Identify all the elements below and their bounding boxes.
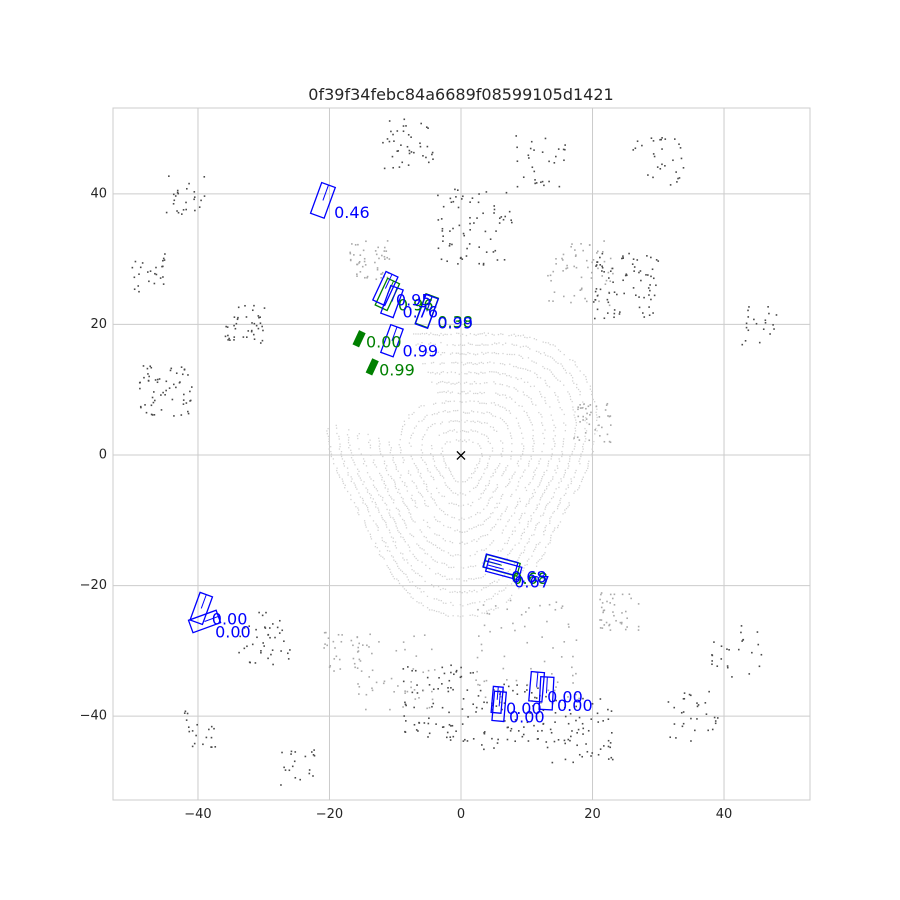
prediction-score-label: 0.00 [215, 622, 251, 641]
y-tick-label: 40 [90, 186, 107, 201]
prediction-score-label: 0.46 [334, 203, 370, 222]
lidar-point-cloud [131, 118, 778, 786]
prediction-score-label: 0.99 [437, 313, 473, 332]
ground-truth-box [365, 358, 379, 376]
ground-truth-score-label: 0.38 [437, 313, 473, 332]
x-tick-label: −20 [316, 807, 343, 822]
y-tick-label: −40 [80, 709, 107, 724]
ground-truth-score-label: 0.99 [379, 360, 415, 379]
prediction-box [528, 670, 546, 703]
score-labels: 0.960.380.000.990.680.460.950.760.990.99… [212, 203, 593, 726]
prediction-score-label: 0.95 [396, 291, 432, 310]
prediction-score-label: 0.00 [557, 696, 593, 715]
prediction-box [482, 553, 519, 577]
prediction-box [309, 181, 337, 220]
prediction-box [538, 675, 555, 711]
prediction-box [414, 293, 440, 330]
y-tick-label: 0 [99, 448, 107, 463]
prediction-box [484, 557, 523, 581]
plot-area: 0.960.380.000.990.680.460.950.760.990.99… [112, 107, 811, 801]
prediction-box [491, 690, 508, 723]
chart-title: 0f39f34febc84a6689f08599105d1421 [308, 85, 613, 104]
ego-vehicle-marker: × [454, 446, 467, 465]
prediction-score-label: 0.76 [402, 303, 438, 322]
ground-truth-box [352, 330, 366, 348]
x-tick-label: 0 [457, 807, 465, 822]
grid [113, 108, 810, 800]
prediction-box [371, 270, 399, 307]
x-tick-label: 20 [584, 807, 601, 822]
prediction-box [490, 685, 504, 714]
bounding-boxes [187, 181, 555, 723]
prediction-score-label: 0.00 [547, 688, 583, 707]
ground-truth-score-label: 0.00 [366, 332, 402, 351]
ground-truth-score-label: 0.68 [512, 569, 548, 588]
prediction-box [187, 609, 222, 634]
prediction-score-label: 0.67 [514, 573, 550, 592]
y-tick-label: 20 [90, 317, 107, 332]
x-tick-label: −40 [184, 807, 211, 822]
plot-frame [112, 107, 811, 801]
ground-truth-score-label: 0.96 [398, 295, 434, 314]
prediction-score-label: 0.99 [402, 342, 438, 361]
prediction-score-label: 0.68 [511, 567, 547, 586]
prediction-score-label: 0.00 [509, 707, 545, 726]
prediction-score-label: 0.00 [212, 609, 248, 628]
y-tick-label: −20 [80, 578, 107, 593]
prediction-box [379, 284, 404, 319]
prediction-score-label: 0.00 [506, 699, 542, 718]
prediction-box [379, 323, 404, 358]
prediction-box [189, 591, 214, 626]
x-axis-ticks: −40 −20 0 20 40 [184, 807, 732, 822]
x-tick-label: 40 [716, 807, 733, 822]
y-axis-ticks: −40 −20 0 20 40 [80, 186, 107, 723]
